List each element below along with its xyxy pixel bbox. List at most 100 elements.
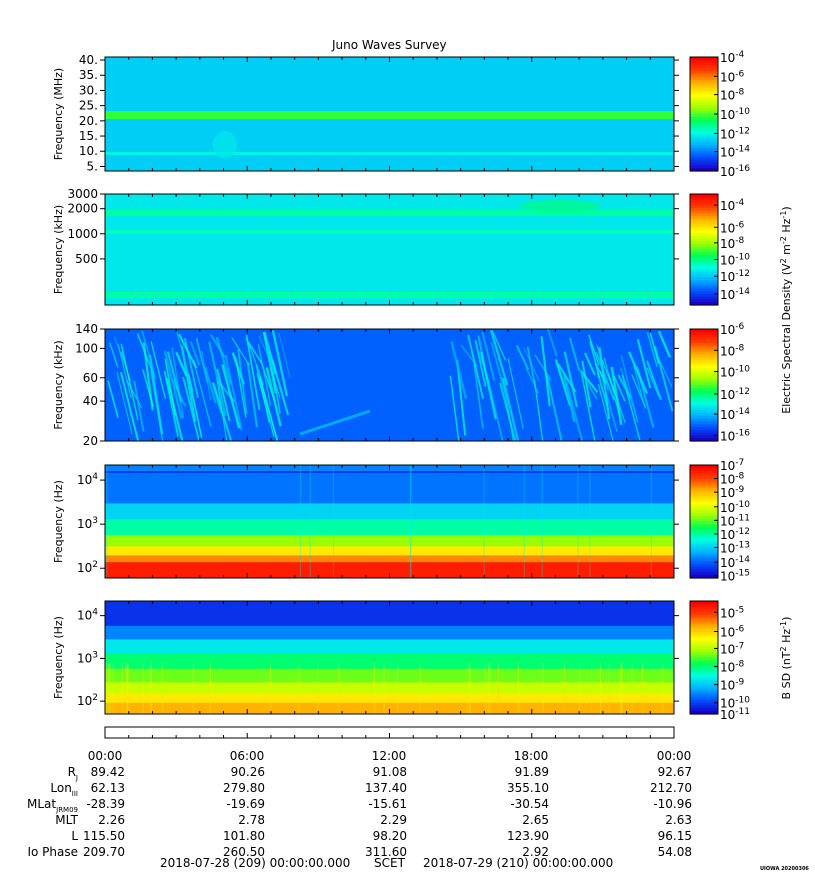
colorbar-swatch (690, 196, 718, 201)
y-axis-label: Frequency (kHz) (52, 205, 65, 294)
lf-burst-streak (142, 342, 154, 411)
colorbar-swatch (690, 99, 718, 104)
colorbar-tick-label: 10-6 (720, 69, 745, 84)
colorbar-swatch (690, 637, 718, 642)
colorbar-swatch (690, 549, 718, 554)
ephemeris-value: 279.80 (223, 781, 265, 795)
colorbar-tick-label: 10-4 (720, 50, 745, 65)
lf-burst-streak (597, 383, 614, 441)
lf-burst-streak (259, 377, 279, 441)
colorbar-swatch (690, 521, 718, 525)
colorbar-swatch (690, 382, 718, 386)
elf-layer (105, 472, 674, 504)
colorbar-swatch (690, 379, 718, 383)
ephemeris-value: 90.26 (231, 765, 265, 779)
ephemeris-value: 260.50 (223, 845, 265, 859)
colorbar-tick-label: 10-12 (720, 387, 750, 402)
lf-burst-streak (116, 371, 133, 435)
colorbar-swatch (690, 496, 718, 500)
colorbar-swatch (690, 334, 718, 338)
y-tick-label: 103 (77, 516, 98, 531)
lf-burst-streak (489, 329, 509, 386)
colorbar-swatch (690, 296, 718, 301)
colorbar-swatch (690, 165, 718, 169)
colorbar-swatch (690, 541, 718, 545)
colorbar-swatch (690, 467, 718, 472)
colorbar-swatch (690, 538, 718, 542)
ephemeris-label: RJ (68, 765, 78, 782)
ephemeris-value: 115.50 (83, 829, 125, 843)
y-tick-label: 20 (83, 434, 98, 448)
colorbar-tick-label: 10-9 (720, 485, 745, 500)
lf-burst-streak (271, 359, 290, 416)
colorbar-swatch (690, 404, 718, 408)
colorbar-swatch (690, 665, 718, 670)
colorbar-swatch (690, 128, 718, 132)
colorbar-tick-label: 10-14 (720, 407, 750, 422)
lf-burst-streak (596, 371, 610, 411)
colorbar-swatch (690, 524, 718, 528)
y-tick-label: 25. (79, 99, 98, 113)
ephemeris-value: 101.80 (223, 829, 265, 843)
y-axis-label: Frequency (Hz) (52, 616, 65, 699)
lf-burst-streak (646, 360, 662, 401)
colorbar-swatch (690, 343, 718, 347)
mag-layer (105, 693, 674, 704)
colorbar-swatch (690, 680, 718, 684)
lf-burst-streak (481, 331, 496, 381)
colorbar-swatch (690, 246, 718, 251)
colorbar-swatch (690, 125, 718, 129)
colorbar-swatch (690, 368, 718, 372)
spectrogram-mag (105, 601, 674, 714)
y-tick-label: 140 (75, 322, 98, 336)
colorbar-swatch (690, 697, 718, 701)
colorbar-swatch (690, 232, 718, 237)
y-tick-label: 102 (77, 560, 98, 575)
colorbar-swatch (690, 465, 718, 469)
colorbar-swatch (690, 252, 718, 256)
lf-burst-streak (594, 362, 608, 385)
colorbar-swatch (690, 490, 718, 494)
lf-burst-streak (533, 379, 544, 441)
colorbar-swatch (690, 617, 718, 622)
colorbar-swatch (690, 337, 718, 341)
y-tick-label: 100 (75, 341, 98, 355)
colorbar-tick-label: 10-7 (720, 458, 744, 473)
colorbar-swatch (690, 136, 718, 141)
lf-burst-streak (141, 330, 157, 380)
lf-burst-streak (546, 375, 563, 441)
y-tick-label: 500 (75, 252, 98, 266)
colorbar-swatch (690, 691, 718, 695)
colorbar-swatch (690, 88, 718, 92)
mag-layer (105, 702, 674, 714)
colorbar-swatch (690, 518, 718, 523)
colorbar-swatch (690, 708, 718, 712)
lf-burst-streak (588, 334, 600, 366)
hf-emission-band (105, 111, 674, 119)
y-tick-label: 5. (87, 159, 98, 173)
lf-burst-streak (633, 364, 646, 409)
colorbar-swatch (690, 71, 718, 75)
time-tick-label: 12:00 (372, 749, 407, 763)
lf-burst-streak (109, 342, 119, 368)
lf-burst-streak (579, 369, 598, 400)
colorbar-swatch (690, 418, 718, 422)
lf-burst-streak (209, 334, 226, 358)
colorbar-swatch (690, 510, 718, 514)
colorbar-swatch (690, 427, 718, 431)
footer-scet-label: SCET (374, 856, 405, 870)
colorbar-swatch (690, 640, 718, 644)
y-tick-label: 102 (77, 693, 98, 708)
lf-burst-streak (449, 375, 460, 441)
lf-burst-streak (589, 341, 601, 378)
colorbar-swatch (690, 558, 718, 562)
lf-burst-streak (133, 380, 145, 432)
lf-burst-streak (502, 378, 520, 441)
colorbar-swatch (690, 74, 718, 78)
colorbar-tick-label: 10-12 (720, 269, 750, 284)
colorbar-swatch (690, 148, 718, 152)
hf-faint-band (105, 152, 674, 155)
colorbar-tick-label: 10-6 (720, 625, 745, 640)
lf-burst-streak (580, 370, 596, 441)
colorbar-swatch (690, 139, 718, 144)
